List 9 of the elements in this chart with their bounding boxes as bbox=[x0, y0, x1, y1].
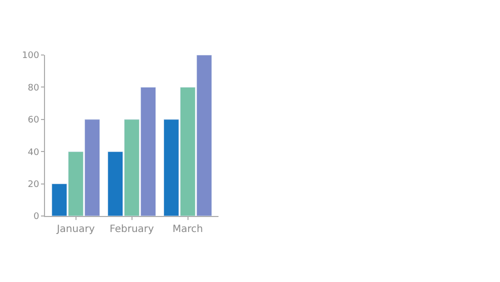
x-tick-label: January bbox=[56, 224, 95, 235]
y-tick-label: 20 bbox=[28, 180, 40, 190]
y-tick-label: 60 bbox=[28, 116, 40, 126]
y-tick-label: 100 bbox=[22, 51, 40, 62]
x-tick-label: March bbox=[172, 224, 203, 235]
y-tick-label: 80 bbox=[28, 83, 40, 94]
x-tick-label: February bbox=[110, 224, 154, 235]
y-tick-label: 0 bbox=[33, 212, 40, 222]
y-tick-label: 40 bbox=[28, 148, 40, 158]
